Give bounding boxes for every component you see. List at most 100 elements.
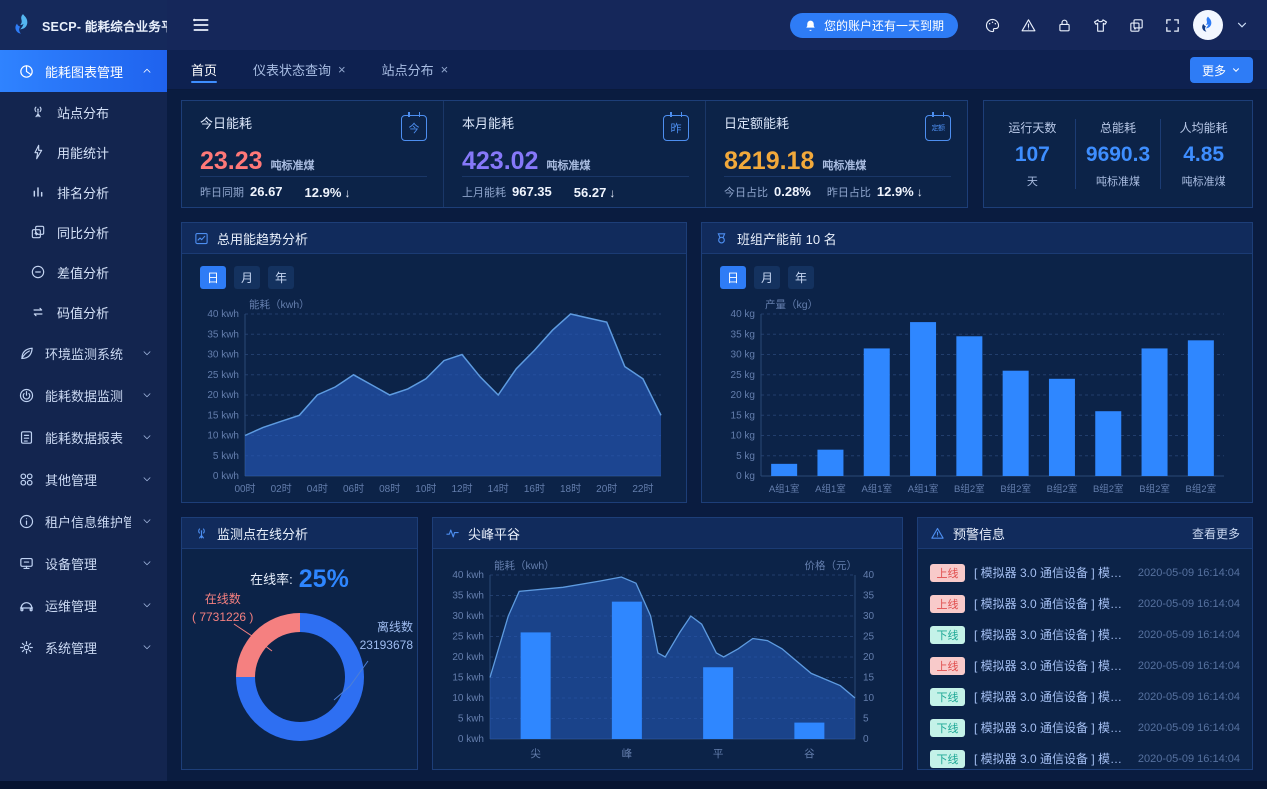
svg-text:价格（元）: 价格（元）: [805, 559, 858, 572]
alert-time: 2020-05-09 16:14:04: [1137, 659, 1240, 672]
sidebar-item-code-value-analysis[interactable]: 码值分析: [0, 292, 167, 332]
sidebar-item-ranking-analysis[interactable]: 排名分析: [0, 172, 167, 212]
alert-time: 2020-05-09 16:14:04: [1137, 721, 1240, 734]
view-more-link[interactable]: 查看更多: [1191, 526, 1240, 541]
svg-text:14时: 14时: [488, 483, 509, 495]
sidebar-item-ops-mgmt[interactable]: 运维管理: [0, 584, 167, 626]
sidebar-item-difference-analysis[interactable]: 差值分析: [0, 252, 167, 292]
collapse-sidebar-icon[interactable]: [191, 15, 211, 35]
dashboard-content: 今日能耗 今 23.23 吨标准煤 昨日同期 26.67 12.9% ↓ 本月能耗 昨…: [167, 90, 1267, 781]
svg-text:0 kg: 0 kg: [736, 471, 755, 482]
sidebar-item-env-monitoring[interactable]: 环境监测系统: [0, 332, 167, 374]
offline-count-label: 离线数 23193678: [359, 620, 413, 652]
tab-label: 仪表状态查询: [253, 63, 332, 78]
tab-close-icon[interactable]: ×: [440, 62, 449, 77]
svg-text:20时: 20时: [596, 483, 617, 495]
pie-chart-icon: [18, 63, 35, 80]
chevron-down-icon[interactable]: [1235, 18, 1249, 32]
online-rate: 在线率: 25%: [250, 565, 349, 593]
flame-logo-icon: [15, 14, 28, 34]
open-tabs: 首页 仪表状态查询 × 站点分布 ×: [191, 50, 484, 89]
sidebar-item-tenant-info-mgmt[interactable]: 租户信息维护管理: [0, 500, 167, 542]
svg-text:25 kwh: 25 kwh: [452, 632, 484, 643]
svg-text:30: 30: [863, 611, 875, 622]
copy-image-icon[interactable]: [1128, 17, 1145, 34]
tab-bar: 首页 仪表状态查询 × 站点分布 × 更多: [167, 50, 1267, 90]
sidebar-item-label: 设备管理: [45, 556, 98, 572]
svg-text:15 kg: 15 kg: [730, 410, 754, 421]
more-button[interactable]: 更多: [1189, 57, 1253, 83]
alert-text: [ 模拟器 3.0 通信设备 ] 模拟器 3.0...: [974, 628, 1129, 642]
sidebar-item-energy-usage-stats[interactable]: 用能统计: [0, 132, 167, 172]
chevron-up-icon: [141, 65, 153, 77]
sidebar-item-energy-data-monitoring[interactable]: 能耗数据监测: [0, 374, 167, 416]
tshirt-icon[interactable]: [1092, 17, 1109, 34]
team-tab-月[interactable]: 月: [754, 266, 781, 289]
svg-text:尖: 尖: [530, 747, 541, 760]
swap-icon: [30, 304, 46, 320]
stat-card-today-energy: 今日能耗 今 23.23 吨标准煤 昨日同期 26.67 12.9% ↓: [182, 101, 443, 207]
alert-row: 下线 [ 模拟器 3.0 通信设备 ] 模拟器 3.0... 2020-05-0…: [930, 619, 1240, 650]
alert-time: 2020-05-09 16:14:04: [1137, 628, 1240, 641]
tab-站点分布[interactable]: 站点分布 ×: [382, 50, 449, 89]
team-tab-日[interactable]: 日: [720, 266, 747, 289]
svg-text:25 kwh: 25 kwh: [207, 369, 239, 380]
calendar-icon: 定额: [925, 112, 951, 141]
panel-title: 监测点在线分析: [217, 526, 309, 542]
sidebar-item-system-mgmt[interactable]: 系统管理: [0, 626, 167, 668]
tab-首页[interactable]: 首页: [191, 50, 218, 89]
sidebar-item-site-distribution[interactable]: 站点分布: [0, 92, 167, 132]
svg-text:40: 40: [863, 570, 875, 581]
grid-icon: [18, 471, 35, 488]
panel-title: 总用能趋势分析: [217, 231, 309, 247]
svg-text:15 kwh: 15 kwh: [207, 410, 239, 421]
team-tab-年[interactable]: 年: [788, 266, 815, 289]
alert-row: 上线 [ 模拟器 3.0 通信设备 ] 模拟器 3.0... 2020-05-0…: [930, 588, 1240, 619]
svg-text:峰: 峰: [622, 748, 633, 760]
sidebar-item-energy-chart-mgmt[interactable]: 能耗图表管理: [0, 50, 167, 92]
warning-icon[interactable]: [1020, 17, 1037, 34]
peak-valley-panel: 尖峰平谷 0 kwh 0 5 kwh 5 10 kwh 10 15 kwh 15 20 kwh 2…: [432, 517, 903, 770]
gauge-icon: [18, 387, 35, 404]
svg-text:20 kwh: 20 kwh: [207, 390, 239, 401]
report-icon: [18, 429, 35, 446]
sidebar-item-label: 站点分布: [57, 105, 110, 121]
sidebar-item-device-mgmt[interactable]: 设备管理: [0, 542, 167, 584]
sidebar-item-label: 能耗图表管理: [45, 64, 124, 80]
sidebar-item-yoy-analysis[interactable]: 同比分析: [0, 212, 167, 252]
lightning-icon: [30, 144, 46, 160]
palette-icon[interactable]: [984, 17, 1001, 34]
tab-仪表状态查询[interactable]: 仪表状态查询 ×: [253, 50, 346, 89]
sidebar-item-label: 租户信息维护管理: [45, 514, 131, 530]
trend-tab-日[interactable]: 日: [200, 266, 227, 289]
chevron-down-icon: [141, 641, 153, 653]
header-icons: [984, 17, 1181, 34]
svg-text:5 kg: 5 kg: [736, 450, 755, 461]
bottom-strip: [0, 781, 1267, 789]
summary-总能耗: 总能耗 9690.3 吨标准煤: [1074, 119, 1161, 189]
sidebar-item-other-mgmt[interactable]: 其他管理: [0, 458, 167, 500]
online-panel: 监测点在线分析 在线率: 25% 在线数 ( 7731226 ) 离线数 2319…: [181, 517, 418, 770]
sidebar-item-energy-data-report[interactable]: 能耗数据报表: [0, 416, 167, 458]
team-bar-chart: 0 kg 5 kg 10 kg 15 kg 20 kg 25 kg 30 kg 35 kg 40…: [730, 298, 1224, 495]
svg-text:5: 5: [863, 714, 869, 725]
trend-tab-月[interactable]: 月: [234, 266, 261, 289]
svg-text:02时: 02时: [271, 483, 292, 495]
fullscreen-icon[interactable]: [1164, 17, 1181, 34]
account-expiry-notice[interactable]: 您的账户还有一天到期: [789, 12, 958, 38]
lock-icon[interactable]: [1056, 17, 1073, 34]
user-avatar[interactable]: [1193, 10, 1223, 40]
svg-text:22时: 22时: [632, 483, 653, 495]
tab-close-icon[interactable]: ×: [338, 62, 346, 77]
alert-row: 上线 [ 模拟器 3.0 通信设备 ] 模拟器 3.0... 2020-05-0…: [930, 650, 1240, 681]
svg-text:18时: 18时: [560, 483, 581, 495]
svg-text:0 kwh: 0 kwh: [213, 471, 239, 482]
sidebar-item-label: 同比分析: [57, 225, 110, 241]
status-badge: 上线: [930, 656, 965, 675]
stat-label: 今日能耗: [200, 116, 253, 131]
trend-tab-年[interactable]: 年: [268, 266, 295, 289]
brand: SECP- 能耗综合业务平台: [0, 0, 186, 50]
svg-text:10 kwh: 10 kwh: [452, 693, 484, 704]
stat-card-daily-quota-energy: 日定额能耗 定额 8219.18 吨标准煤 今日占比 0.28% 昨日占比 12.9% …: [705, 101, 967, 207]
